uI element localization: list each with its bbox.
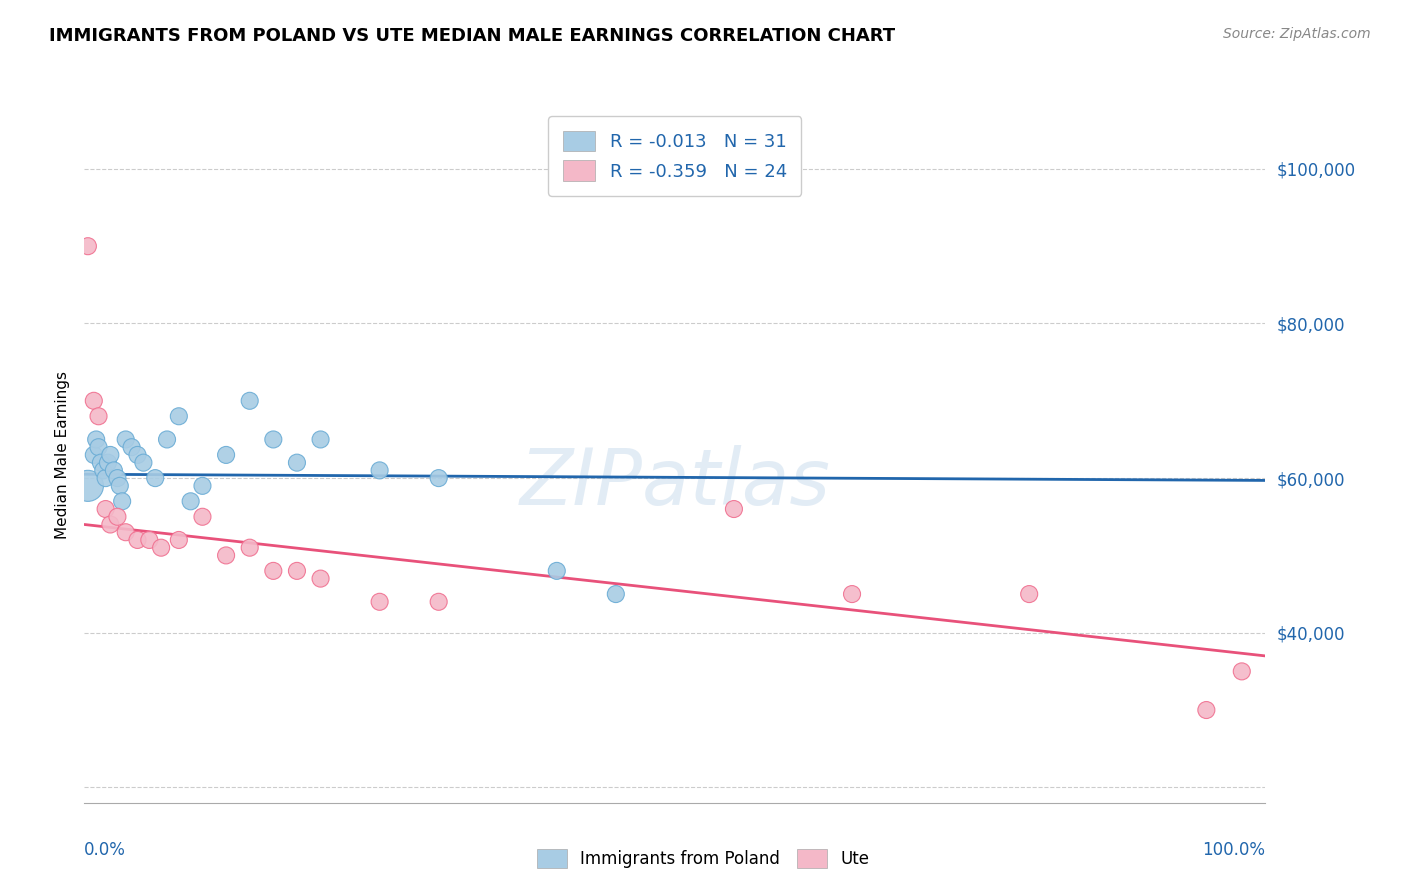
- Point: [1018, 587, 1040, 601]
- Point: [239, 393, 262, 408]
- Point: [94, 502, 117, 516]
- Point: [191, 509, 214, 524]
- Point: [285, 456, 308, 470]
- Point: [98, 448, 121, 462]
- Point: [427, 471, 450, 485]
- Point: [191, 479, 214, 493]
- Point: [215, 549, 238, 563]
- Point: [262, 564, 284, 578]
- Point: [77, 239, 100, 253]
- Point: [167, 409, 190, 424]
- Text: Source: ZipAtlas.com: Source: ZipAtlas.com: [1223, 27, 1371, 41]
- Point: [841, 587, 863, 601]
- Point: [114, 433, 136, 447]
- Point: [1195, 703, 1218, 717]
- Point: [107, 509, 129, 524]
- Point: [285, 564, 308, 578]
- Point: [150, 541, 173, 555]
- Text: ZIPatlas: ZIPatlas: [519, 445, 831, 521]
- Point: [107, 471, 129, 485]
- Y-axis label: Median Male Earnings: Median Male Earnings: [55, 371, 70, 539]
- Point: [368, 463, 391, 477]
- Point: [309, 433, 332, 447]
- Point: [143, 471, 166, 485]
- Point: [84, 433, 107, 447]
- Point: [180, 494, 202, 508]
- Point: [368, 595, 391, 609]
- Point: [215, 448, 238, 462]
- Point: [262, 433, 284, 447]
- Point: [121, 440, 143, 454]
- Point: [167, 533, 190, 547]
- Point: [108, 479, 131, 493]
- Point: [127, 533, 149, 547]
- Legend: R = -0.013   N = 31, R = -0.359   N = 24: R = -0.013 N = 31, R = -0.359 N = 24: [548, 116, 801, 195]
- Point: [605, 587, 627, 601]
- Point: [87, 440, 110, 454]
- Point: [83, 393, 105, 408]
- Point: [103, 463, 125, 477]
- Point: [77, 479, 100, 493]
- Point: [90, 456, 112, 470]
- Point: [83, 448, 105, 462]
- Point: [427, 595, 450, 609]
- Text: 100.0%: 100.0%: [1202, 841, 1265, 859]
- Point: [87, 409, 110, 424]
- Point: [309, 572, 332, 586]
- Point: [723, 502, 745, 516]
- Point: [138, 533, 160, 547]
- Legend: Immigrants from Poland, Ute: Immigrants from Poland, Ute: [530, 842, 876, 875]
- Point: [239, 541, 262, 555]
- Point: [98, 517, 121, 532]
- Point: [94, 471, 117, 485]
- Point: [91, 463, 114, 477]
- Point: [132, 456, 155, 470]
- Point: [127, 448, 149, 462]
- Point: [97, 456, 120, 470]
- Point: [1230, 665, 1253, 679]
- Text: 0.0%: 0.0%: [84, 841, 127, 859]
- Point: [114, 525, 136, 540]
- Point: [546, 564, 568, 578]
- Text: IMMIGRANTS FROM POLAND VS UTE MEDIAN MALE EARNINGS CORRELATION CHART: IMMIGRANTS FROM POLAND VS UTE MEDIAN MAL…: [49, 27, 896, 45]
- Point: [156, 433, 179, 447]
- Point: [111, 494, 134, 508]
